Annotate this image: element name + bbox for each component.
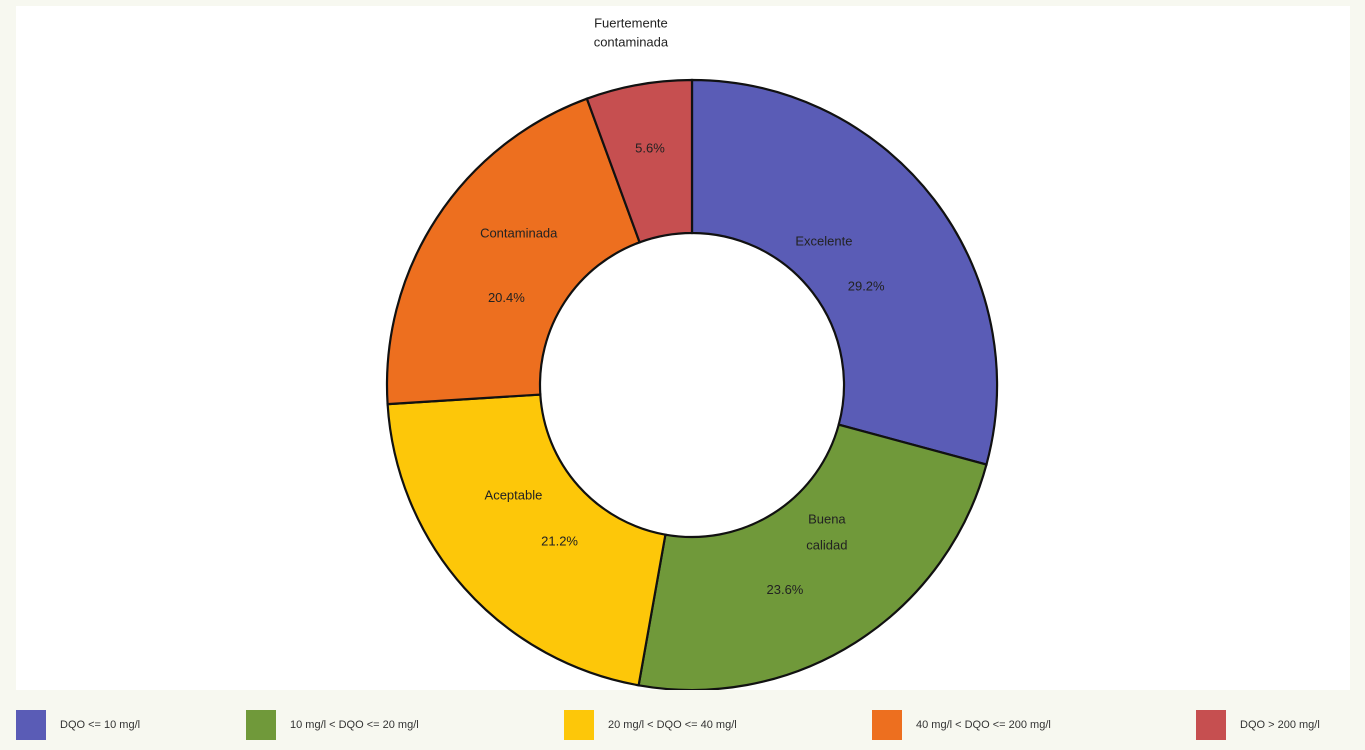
slice-label-aceptable: Aceptable	[485, 488, 543, 503]
legend: DQO <= 10 mg/l 10 mg/l < DQO <= 20 mg/l 20…	[0, 690, 1365, 750]
legend-item-contaminada: 40 mg/l < DQO <= 200 mg/l	[872, 710, 1051, 740]
slice-label-contaminada: Contaminada	[480, 226, 558, 241]
slice-aceptable[interactable]	[386, 393, 667, 687]
slice-fuertemente-contaminada[interactable]	[585, 78, 694, 244]
legend-swatch	[1196, 710, 1226, 740]
value-label-aceptable: 21.2%	[541, 533, 578, 548]
value-label-buena-calidad: 23.6%	[767, 582, 804, 597]
slice-label-excelente: Excelente	[795, 233, 852, 248]
slice-buena-calidad[interactable]	[637, 423, 988, 690]
legend-swatch	[872, 710, 902, 740]
donut-chart: Excelente 29.2% Buena calidad 23.6% Aceptable…	[385, 15, 999, 690]
value-label-contaminada: 20.4%	[488, 290, 525, 305]
legend-item-aceptable: 20 mg/l < DQO <= 40 mg/l	[564, 710, 737, 740]
slice-label-buena-calidad: Buena calidad	[806, 512, 847, 553]
legend-swatch	[16, 710, 46, 740]
value-label-excelente: 29.2%	[848, 279, 885, 294]
legend-item-fuertemente-contaminada: DQO > 200 mg/l	[1196, 710, 1320, 740]
legend-label: 10 mg/l < DQO <= 20 mg/l	[290, 719, 419, 731]
legend-label: 20 mg/l < DQO <= 40 mg/l	[608, 719, 737, 731]
legend-label: DQO <= 10 mg/l	[60, 719, 141, 731]
slice-excelente[interactable]	[690, 78, 999, 466]
slice-label-fuertemente-contaminada: Fuertemente contaminada	[594, 15, 669, 49]
legend-label: 40 mg/l < DQO <= 200 mg/l	[916, 719, 1051, 731]
legend-item-buena-calidad: 10 mg/l < DQO <= 20 mg/l	[246, 710, 419, 740]
value-label-fuertemente-contaminada: 5.6%	[635, 141, 665, 156]
chart-panel: Excelente 29.2% Buena calidad 23.6% Aceptable…	[16, 6, 1350, 690]
legend-swatch	[246, 710, 276, 740]
slice-contaminada[interactable]	[385, 97, 642, 406]
legend-swatch	[564, 710, 594, 740]
legend-label: DQO > 200 mg/l	[1240, 719, 1320, 731]
legend-item-excelente: DQO <= 10 mg/l	[16, 710, 140, 740]
